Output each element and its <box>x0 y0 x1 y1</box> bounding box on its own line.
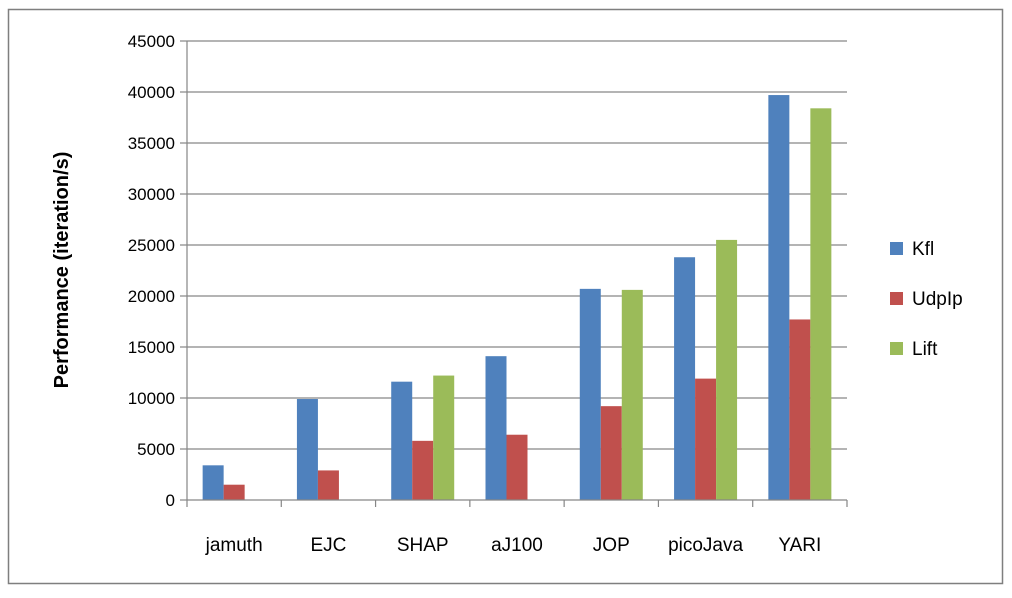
bar-udpip-shap <box>412 440 434 500</box>
bar-lift-shap <box>433 375 455 500</box>
y-tick-label: 10000 <box>128 389 175 408</box>
x-tick-label: picoJava <box>668 535 743 556</box>
bar-lift-yari <box>810 108 832 500</box>
x-tick-labels: jamuth EJC SHAP aJ100 JOP picoJava YARI <box>205 535 822 556</box>
bar-kfl-jamuth <box>202 465 224 500</box>
bar-udpip-ejc <box>317 470 339 500</box>
y-tick-label: 20000 <box>128 287 175 306</box>
axes <box>186 41 848 507</box>
bar-kfl-picojava <box>674 257 696 500</box>
bars <box>202 95 832 500</box>
y-tick-label: 25000 <box>128 236 175 255</box>
legend: Kfl UdpIp Lift <box>890 239 963 360</box>
x-tick-label: aJ100 <box>491 535 543 556</box>
legend-label-kfl: Kfl <box>912 239 934 260</box>
bar-udpip-yari <box>789 319 811 500</box>
y-tick-label: 35000 <box>128 134 175 153</box>
bar-kfl-ejc <box>296 399 318 500</box>
x-tick-label: SHAP <box>397 535 449 556</box>
y-tick-labels: 0 5000 10000 15000 20000 25000 30000 35000 40000… <box>128 32 175 510</box>
x-tick-label: JOP <box>593 535 630 556</box>
y-tick-label: 30000 <box>128 185 175 204</box>
y-tick-label: 5000 <box>137 440 175 459</box>
y-tick-label: 45000 <box>128 32 175 51</box>
legend-swatch-udpip <box>890 292 903 305</box>
bar-lift-jop <box>621 289 643 500</box>
x-tick-label: EJC <box>310 535 346 556</box>
bar-lift-picojava <box>716 239 738 500</box>
y-tick-label: 15000 <box>128 338 175 357</box>
bar-kfl-jop <box>579 288 601 500</box>
y-tick-label: 40000 <box>128 83 175 102</box>
bar-udpip-aj100 <box>506 434 528 500</box>
y-tick-label: 0 <box>166 491 175 510</box>
bar-udpip-jamuth <box>223 484 245 500</box>
bar-kfl-shap <box>391 381 413 500</box>
x-tick-label: YARI <box>778 535 821 556</box>
bar-udpip-picojava <box>695 378 717 500</box>
legend-swatch-lift <box>890 342 903 355</box>
x-tick-label: jamuth <box>205 535 263 556</box>
bar-kfl-yari <box>768 95 790 500</box>
y-axis-label: Performance (iteration/s) <box>51 152 73 389</box>
legend-label-udpip: UdpIp <box>912 289 963 310</box>
legend-swatch-kfl <box>890 242 903 255</box>
bar-kfl-aj100 <box>485 356 507 500</box>
bar-udpip-jop <box>600 406 622 500</box>
legend-label-lift: Lift <box>912 339 938 360</box>
